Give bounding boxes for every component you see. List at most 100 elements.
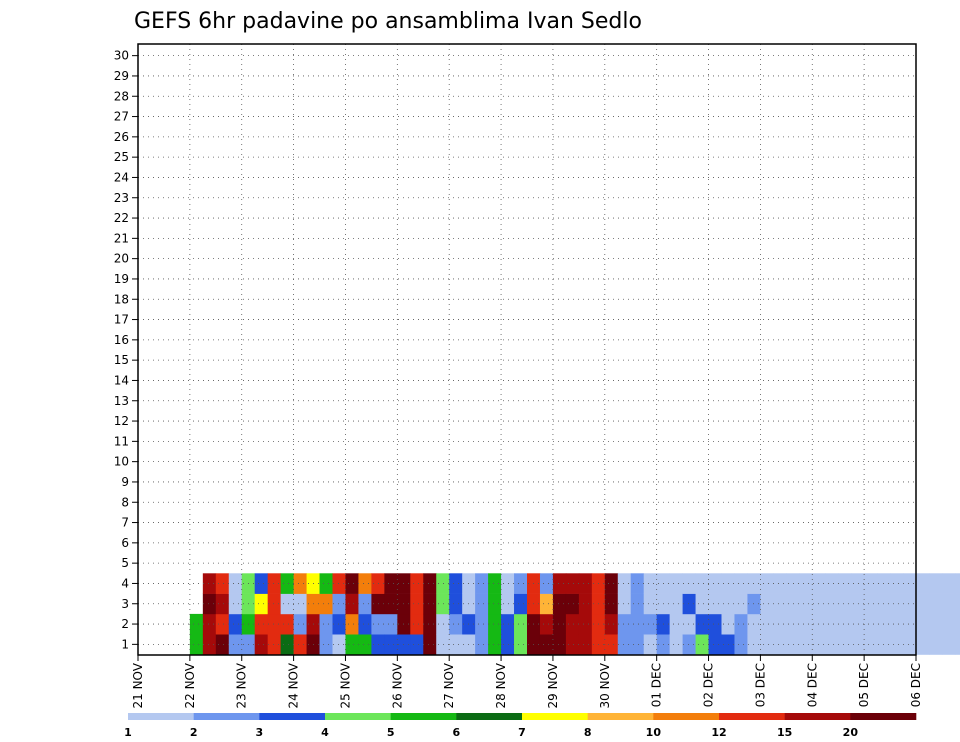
heatmap-cell <box>280 613 294 635</box>
heatmap-cell <box>890 634 904 655</box>
x-tick-label: 03 DEC <box>753 663 767 707</box>
heatmap-cell <box>695 593 709 615</box>
heatmap-cell <box>669 613 683 635</box>
heatmap-cell <box>501 593 515 615</box>
heatmap-cell <box>916 613 930 635</box>
heatmap-cell <box>345 634 359 655</box>
legend-label: 1 <box>124 726 132 739</box>
legend-swatch <box>193 713 260 720</box>
legend-label: 8 <box>584 726 592 739</box>
heatmap-cell <box>864 613 878 635</box>
heatmap-cell <box>254 573 269 594</box>
y-tick-label: 7 <box>121 516 129 530</box>
x-tick-label: 01 DEC <box>650 663 664 707</box>
heatmap-cell <box>903 573 917 594</box>
legend-swatch <box>390 713 457 720</box>
heatmap-cell <box>397 593 411 615</box>
heatmap-cell <box>630 613 645 635</box>
y-tick-label: 23 <box>114 191 129 205</box>
heatmap-cell <box>916 573 930 594</box>
heatmap-cell <box>410 634 424 655</box>
heatmap-cell <box>604 573 619 594</box>
heatmap-cell <box>254 593 269 615</box>
heatmap-cell <box>552 593 567 615</box>
heatmap-cell <box>539 634 554 655</box>
y-tick-label: 8 <box>121 495 129 509</box>
heatmap-cell <box>293 573 307 594</box>
heatmap-cell <box>851 593 865 615</box>
heatmap-cell <box>319 573 333 594</box>
heatmap-cell <box>838 613 852 635</box>
y-tick-label: 3 <box>121 597 129 611</box>
heatmap-cell <box>384 573 398 594</box>
heatmap-cell <box>293 613 307 635</box>
heatmap-cell <box>293 593 307 615</box>
legend-swatch <box>784 713 851 720</box>
x-tick-label: 26 NOV <box>390 662 404 708</box>
heatmap-cell <box>501 613 515 635</box>
heatmap-cell <box>747 634 761 655</box>
heatmap-cell <box>617 634 632 655</box>
heatmap-cell <box>501 634 515 655</box>
legend-label: 7 <box>518 726 526 739</box>
legend-label: 6 <box>453 726 461 739</box>
heatmap-cell <box>695 573 709 594</box>
heatmap-cell <box>488 573 502 594</box>
heatmap-cell <box>332 613 346 635</box>
legend-label: 15 <box>777 726 792 739</box>
heatmap-cell <box>189 634 204 655</box>
heatmap-cell <box>747 613 761 635</box>
heatmap-cell <box>397 613 411 635</box>
x-tick-label: 29 NOV <box>546 662 560 708</box>
heatmap-cell <box>358 634 372 655</box>
heatmap-cell <box>475 593 489 615</box>
heatmap-cell <box>838 573 852 594</box>
heatmap-cell <box>449 573 463 594</box>
heatmap-cell <box>630 573 645 594</box>
heatmap-cell <box>903 634 917 655</box>
heatmap-cell <box>954 634 960 655</box>
heatmap-cell <box>604 634 619 655</box>
legend-label: 2 <box>190 726 198 739</box>
x-tick-label: 27 NOV <box>442 662 456 708</box>
y-tick-label: 9 <box>121 475 129 489</box>
x-tick-label: 21 NOV <box>131 662 145 708</box>
heatmap-cell <box>928 573 943 594</box>
y-tick-label: 20 <box>114 252 129 266</box>
heatmap-cell <box>319 634 333 655</box>
legend-swatch <box>325 713 391 720</box>
heatmap-cell <box>760 634 774 655</box>
heatmap-cell <box>202 613 217 635</box>
y-tick-label: 18 <box>114 292 129 306</box>
heatmap-cell <box>760 573 774 594</box>
heatmap-cell <box>319 593 333 615</box>
legend-label: 5 <box>387 726 395 739</box>
heatmap-cell <box>890 613 904 635</box>
x-tick-label: 28 NOV <box>494 662 508 708</box>
heatmap-cell <box>864 593 878 615</box>
x-tick-label: 05 DEC <box>857 663 871 707</box>
heatmap-cell <box>825 634 839 655</box>
heatmap-cell <box>617 613 632 635</box>
heatmap-cell <box>293 634 307 655</box>
heatmap-cell <box>514 613 528 635</box>
heatmap-cell <box>345 573 359 594</box>
heatmap-cell <box>747 573 761 594</box>
legend-swatch <box>719 713 785 720</box>
heatmap-cell <box>345 613 359 635</box>
heatmap-cell <box>565 613 580 635</box>
legend-label: 12 <box>711 726 726 739</box>
heatmap-cell <box>475 634 489 655</box>
heatmap-cell <box>384 593 398 615</box>
heatmap-cell <box>708 573 722 594</box>
heatmap-cell <box>734 613 748 635</box>
x-tick-label: 24 NOV <box>287 662 301 708</box>
heatmap-cell <box>941 613 956 635</box>
heatmap-cell <box>449 613 463 635</box>
heatmap-cell <box>682 593 696 615</box>
heatmap-cell <box>903 613 917 635</box>
heatmap-cell <box>695 613 709 635</box>
grid-lines <box>138 44 916 655</box>
y-tick-label: 25 <box>114 150 129 164</box>
